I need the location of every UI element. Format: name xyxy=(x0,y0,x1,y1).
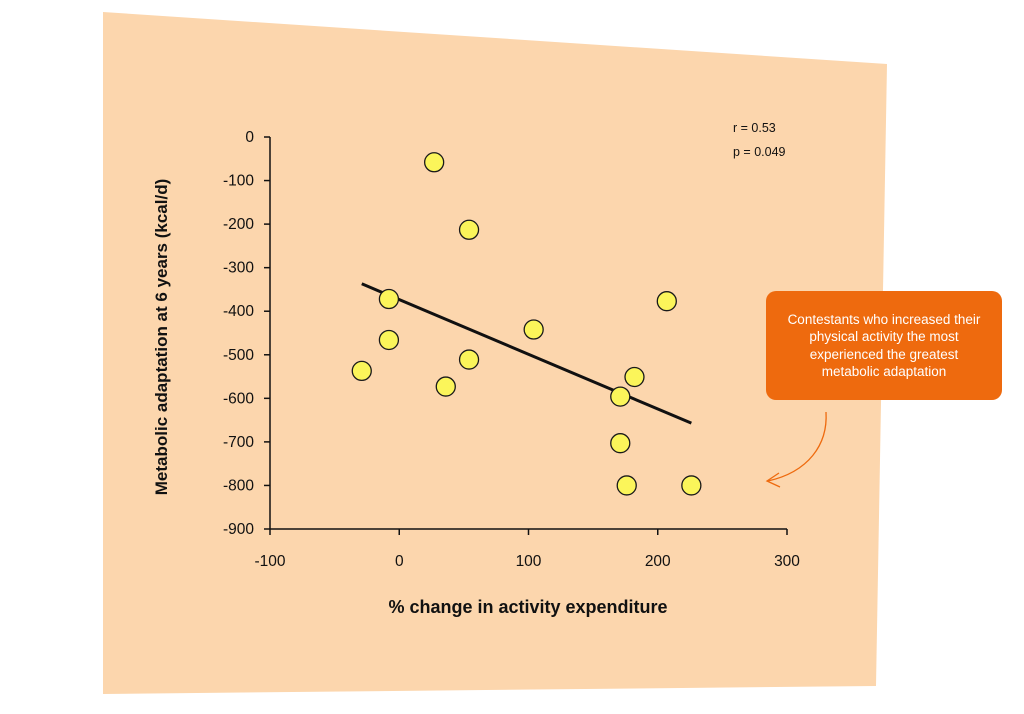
y-tick-label: -900 xyxy=(223,521,254,538)
callout-arrow xyxy=(767,411,827,482)
y-tick-label: -700 xyxy=(223,434,254,451)
annotation-callout: Contestants who increased their physical… xyxy=(766,291,1002,400)
axes: 0 -100 -200 -300 -400 -500 -600 -700 -800 -900 -1… xyxy=(223,129,800,570)
data-point xyxy=(378,329,400,351)
y-axis-label: Metabolic adaptation at 6 years (kcal/d) xyxy=(152,179,171,495)
annotation-text: Contestants who increased their physical… xyxy=(787,311,981,380)
data-point xyxy=(656,291,677,312)
data-point xyxy=(616,475,637,496)
data-point xyxy=(624,366,645,388)
x-tick-label: 0 xyxy=(395,553,404,570)
arrow-head-icon xyxy=(765,472,781,488)
stat-p: p = 0.049 xyxy=(733,145,786,159)
data-point xyxy=(610,433,631,454)
y-tick-label: -600 xyxy=(223,390,254,407)
y-tick-label: 0 xyxy=(245,129,254,146)
y-tick-label: -300 xyxy=(223,260,254,277)
data-point xyxy=(435,376,456,397)
data-point xyxy=(351,360,372,382)
trend-line xyxy=(361,282,692,425)
data-point xyxy=(378,288,400,310)
data-point xyxy=(423,152,445,173)
data-point xyxy=(458,349,480,370)
stat-r: r = 0.53 xyxy=(733,121,776,135)
data-point xyxy=(681,475,702,496)
data-point xyxy=(458,219,480,240)
y-tick-label: -200 xyxy=(223,216,254,233)
y-tick-label: -400 xyxy=(223,303,254,320)
x-tick-label: 200 xyxy=(645,553,671,570)
x-tick-label: 100 xyxy=(516,553,542,570)
x-ticks: -100 0 100 200 300 xyxy=(254,529,800,570)
data-point xyxy=(523,319,544,340)
data-points xyxy=(351,152,702,496)
y-tick-label: -800 xyxy=(223,477,254,494)
y-ticks: 0 -100 -200 -300 -400 -500 -600 -700 -800 -900 xyxy=(223,129,270,538)
x-axis-label: % change in activity expenditure xyxy=(388,597,667,617)
y-tick-label: -500 xyxy=(223,347,254,364)
chart-background xyxy=(103,12,887,694)
x-tick-label: 300 xyxy=(774,553,800,570)
data-point xyxy=(610,386,631,407)
y-tick-label: -100 xyxy=(223,173,254,190)
x-tick-label: -100 xyxy=(254,553,285,570)
